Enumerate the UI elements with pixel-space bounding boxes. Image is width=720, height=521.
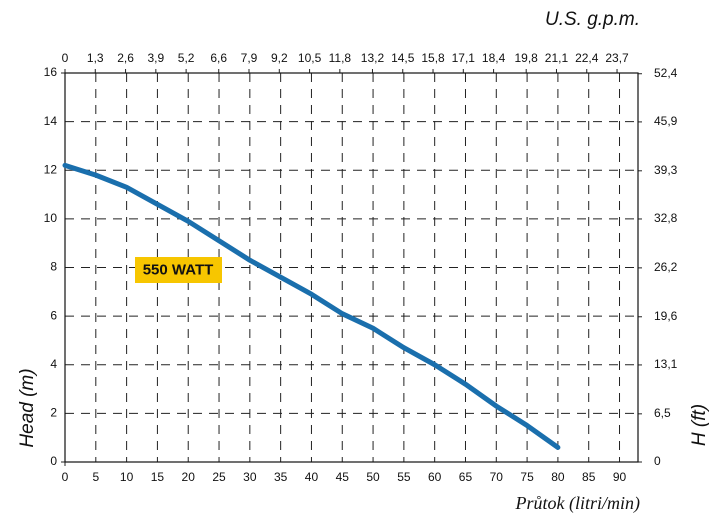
x-tick-label: 0 (62, 470, 69, 484)
curve (62, 162, 561, 450)
y-tick-label: 10 (44, 211, 58, 225)
y2-tick-label: 39,3 (654, 163, 678, 177)
x-tick-label: 45 (336, 470, 350, 484)
y2-tick-label: 13,1 (654, 357, 678, 371)
y-tick-label: 12 (44, 162, 58, 176)
y2-tick-label: 32,8 (654, 211, 678, 225)
x2-tick-label: 1,3 (87, 51, 104, 65)
x2-tick-label: 14,5 (391, 51, 415, 65)
x2-tick-label: 11,8 (329, 51, 352, 65)
x2-tick-label: 5,2 (178, 51, 195, 65)
x2-tick-label: 6,6 (210, 51, 227, 65)
y2-axis-title: H (ft) (689, 404, 710, 446)
x2-tick-label: 22,4 (575, 51, 599, 65)
x-tick-label: 25 (212, 470, 226, 484)
x-tick-label: 5 (92, 470, 99, 484)
y2-tick-label: 0 (654, 454, 661, 468)
x2-tick-label: 2,6 (117, 51, 134, 65)
x-tick-label: 15 (151, 470, 165, 484)
x2-tick-label: 3,9 (147, 51, 164, 65)
y-tick-label: 0 (50, 454, 57, 468)
x2-tick-label: 0 (62, 51, 69, 65)
x2-axis-title: U.S. g.p.m. (545, 9, 640, 30)
y2-tick-label: 6,5 (654, 406, 671, 420)
x2-tick-label: 19,8 (515, 51, 539, 65)
x-tick-label: 55 (397, 470, 411, 484)
x2-tick-label: 18,4 (482, 51, 506, 65)
annotation: 550 WATT (143, 261, 214, 278)
x-tick-label: 85 (582, 470, 596, 484)
x-tick-label: 40 (305, 470, 319, 484)
x2-tick-label: 13,2 (361, 51, 385, 65)
y-tick-label: 4 (50, 357, 57, 371)
x-tick-label: 20 (182, 470, 196, 484)
y-tick-label: 8 (50, 260, 57, 274)
x2-tick-label: 21,1 (545, 51, 569, 65)
annotation-box (135, 257, 222, 283)
y-axis-title: Head (m) (17, 368, 38, 447)
x-tick-label: 70 (490, 470, 504, 484)
x-tick-label: 65 (459, 470, 473, 484)
y-tick-label: 16 (44, 65, 58, 79)
x-tick-label: 30 (243, 470, 257, 484)
x-tick-label: 90 (613, 470, 627, 484)
y2-tick-label: 19,6 (654, 309, 678, 323)
y-tick-label: 6 (50, 308, 57, 322)
plot-frame (64, 72, 639, 463)
y-tick-label: 14 (44, 114, 58, 128)
x-tick-label: 75 (520, 470, 534, 484)
y2-tick-label: 45,9 (654, 114, 678, 128)
x2-tick-label: 7,9 (241, 51, 258, 65)
x2-tick-label: 9,2 (271, 51, 288, 65)
x2-tick-label: 10,5 (298, 51, 322, 65)
x-tick-label: 50 (366, 470, 380, 484)
x2-tick-label: 15,8 (421, 51, 445, 65)
x-tick-label: 10 (120, 470, 134, 484)
x2-tick-label: 23,7 (605, 51, 629, 65)
x2-tick-label: 17,1 (452, 51, 476, 65)
x-tick-label: 60 (428, 470, 442, 484)
x-tick-label: 80 (551, 470, 565, 484)
x-axis-title: Průtok (litri/min) (515, 493, 641, 514)
x-tick-label: 35 (274, 470, 288, 484)
y2-tick-label: 52,4 (654, 66, 678, 80)
y-tick-label: 2 (50, 406, 57, 420)
y2-tick-label: 26,2 (654, 260, 678, 274)
